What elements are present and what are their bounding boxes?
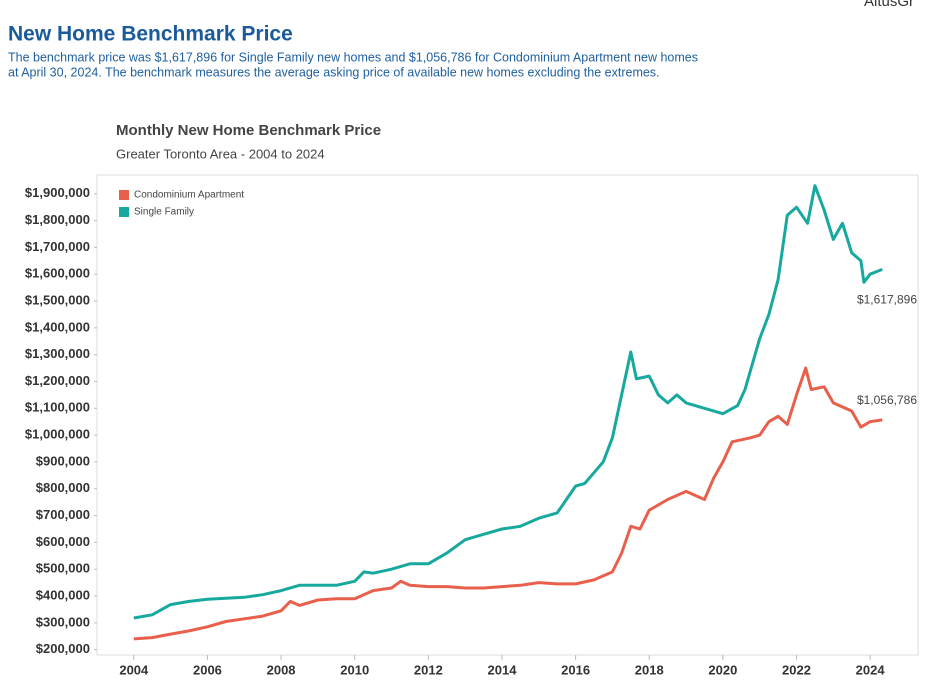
y-tick-label: $1,600,000	[25, 266, 90, 281]
value-label: $1,056,786	[857, 393, 917, 407]
x-tick-label: 2004	[119, 662, 149, 677]
x-tick-label: 2014	[488, 662, 518, 677]
value-label: $1,617,896	[857, 293, 917, 307]
x-tick-label: 2022	[782, 662, 811, 677]
x-tick-label: 2012	[414, 662, 443, 677]
y-tick-label: $1,400,000	[25, 319, 90, 334]
legend-label: Single Family	[134, 207, 194, 218]
y-tick-label: $900,000	[36, 453, 90, 468]
chart-subtitle: Greater Toronto Area - 2004 to 2024	[116, 146, 325, 161]
x-tick-label: 2020	[708, 662, 737, 677]
y-tick-label: $1,200,000	[25, 373, 90, 388]
y-tick-label: $400,000	[36, 587, 90, 602]
y-tick-label: $1,900,000	[25, 185, 90, 200]
y-tick-label: $300,000	[36, 614, 90, 629]
x-tick-label: 2008	[267, 662, 296, 677]
y-tick-label: $1,500,000	[25, 292, 90, 307]
x-tick-label: 2024	[856, 662, 886, 677]
y-tick-label: $1,800,000	[25, 212, 90, 227]
series-line	[133, 184, 883, 620]
y-tick-label: $700,000	[36, 507, 90, 522]
chart-title: Monthly New Home Benchmark Price	[116, 122, 381, 139]
series-line	[133, 366, 883, 641]
y-tick-label: $600,000	[36, 534, 90, 549]
y-tick-label: $800,000	[36, 480, 90, 495]
x-tick-label: 2006	[193, 662, 222, 677]
legend-swatch	[119, 190, 129, 200]
y-tick-label: $1,000,000	[25, 427, 90, 442]
description-line: The benchmark price was $1,617,896 for S…	[8, 50, 698, 64]
y-tick-label: $200,000	[36, 641, 90, 656]
x-tick-label: 2016	[561, 662, 590, 677]
x-tick-label: 2010	[340, 662, 369, 677]
page-title: New Home Benchmark Price	[8, 23, 293, 46]
x-tick-label: 2018	[635, 662, 664, 677]
plot-frame	[96, 174, 919, 656]
logo: AltusGr	[864, 0, 914, 10]
y-tick-label: $1,100,000	[25, 400, 90, 415]
legend-swatch	[119, 207, 129, 217]
y-tick-label: $1,700,000	[25, 239, 90, 254]
y-tick-label: $500,000	[36, 561, 90, 576]
y-tick-label: $1,300,000	[25, 346, 90, 361]
description-line: at April 30, 2024. The benchmark measure…	[8, 65, 660, 79]
legend-label: Condominium Apartment	[134, 190, 244, 201]
